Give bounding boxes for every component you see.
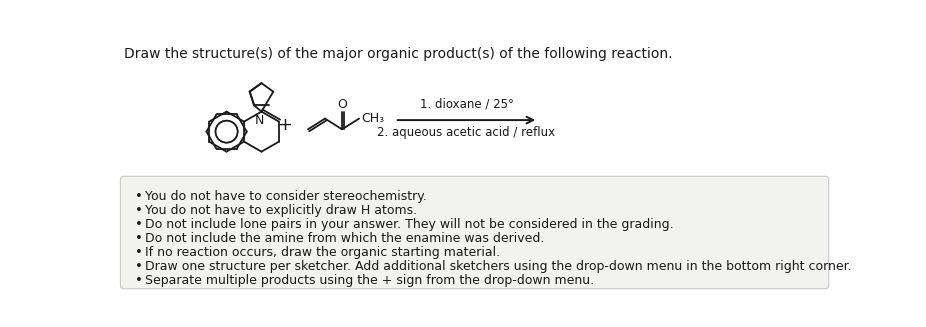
Text: •: • bbox=[135, 190, 143, 203]
Text: 1. dioxane / 25°: 1. dioxane / 25° bbox=[419, 98, 513, 111]
FancyBboxPatch shape bbox=[120, 176, 829, 289]
Text: •: • bbox=[135, 232, 143, 245]
Text: +: + bbox=[277, 116, 293, 134]
Text: If no reaction occurs, draw the organic starting material.: If no reaction occurs, draw the organic … bbox=[145, 246, 500, 259]
Text: O: O bbox=[337, 98, 347, 111]
Text: •: • bbox=[135, 204, 143, 217]
Text: N: N bbox=[256, 114, 265, 127]
Text: You do not have to consider stereochemistry.: You do not have to consider stereochemis… bbox=[145, 190, 427, 203]
Text: You do not have to explicitly draw H atoms.: You do not have to explicitly draw H ato… bbox=[145, 204, 418, 217]
Text: Do not include the amine from which the enamine was derived.: Do not include the amine from which the … bbox=[145, 232, 544, 245]
Text: CH₃: CH₃ bbox=[361, 112, 384, 125]
Text: Separate multiple products using the + sign from the drop-down menu.: Separate multiple products using the + s… bbox=[145, 274, 594, 287]
Text: Draw the structure(s) of the major organic product(s) of the following reaction.: Draw the structure(s) of the major organ… bbox=[123, 47, 672, 61]
Text: •: • bbox=[135, 260, 143, 273]
Text: •: • bbox=[135, 218, 143, 231]
Text: •: • bbox=[135, 246, 143, 259]
Text: Draw one structure per sketcher. Add additional sketchers using the drop-down me: Draw one structure per sketcher. Add add… bbox=[145, 260, 852, 273]
Text: •: • bbox=[135, 274, 143, 287]
Text: Do not include lone pairs in your answer. They will not be considered in the gra: Do not include lone pairs in your answer… bbox=[145, 218, 674, 231]
Text: 2. aqueous acetic acid / reflux: 2. aqueous acetic acid / reflux bbox=[378, 126, 556, 139]
